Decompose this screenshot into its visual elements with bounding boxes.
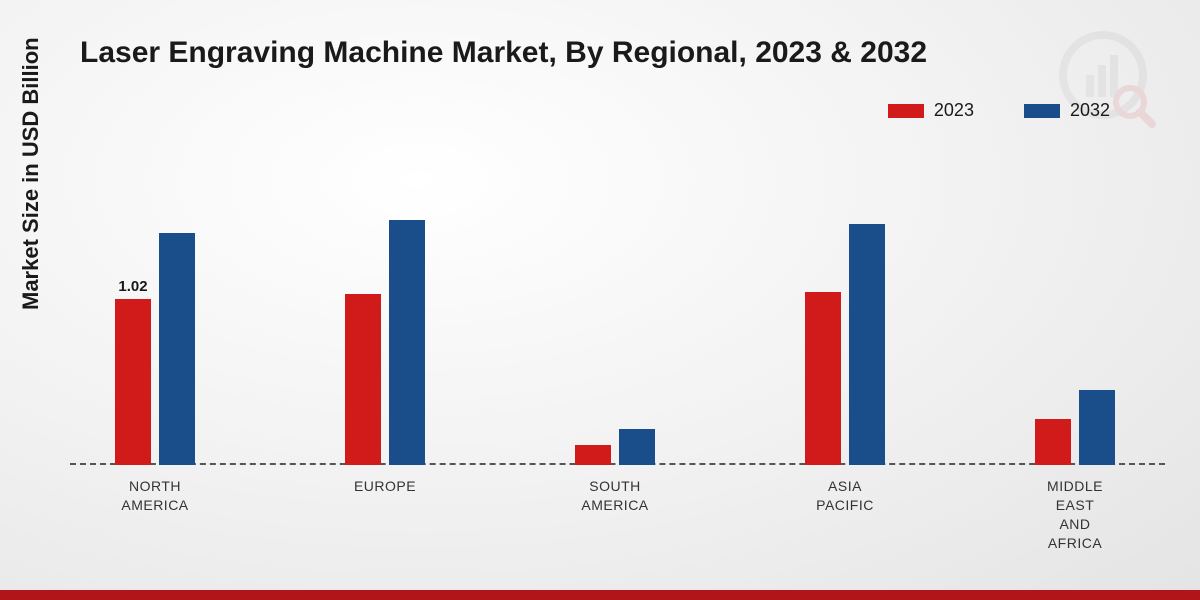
bar-2032 [849,224,885,465]
bar-2023 [575,445,611,465]
bar-2023: 1.02 [115,299,151,465]
legend: 2023 2032 [888,100,1110,121]
chart-title: Laser Engraving Machine Market, By Regio… [80,36,927,70]
category-label: MIDDLE EAST AND AFRICA [1047,465,1103,553]
legend-label-2023: 2023 [934,100,974,121]
bar-2032 [1079,390,1115,465]
bar-value-label: 1.02 [118,278,147,299]
category-label: EUROPE [354,465,416,496]
legend-item-2023: 2023 [888,100,974,121]
category-label: ASIA PACIFIC [816,465,874,515]
plot-area: 1.02NORTH AMERICAEUROPESOUTH AMERICAASIA… [70,155,1165,465]
footer-accent-bar [0,590,1200,600]
legend-swatch-2032 [1024,104,1060,118]
bar-2023 [1035,419,1071,465]
bar-2032 [619,429,655,465]
bar-2023 [805,292,841,465]
bar-2032 [389,220,425,465]
y-axis-label: Market Size in USD Billion [18,37,44,310]
legend-swatch-2023 [888,104,924,118]
bar-2023 [345,294,381,465]
category-label: SOUTH AMERICA [581,465,648,515]
legend-item-2032: 2032 [1024,100,1110,121]
bar-2032 [159,233,195,465]
category-label: NORTH AMERICA [121,465,188,515]
legend-label-2032: 2032 [1070,100,1110,121]
